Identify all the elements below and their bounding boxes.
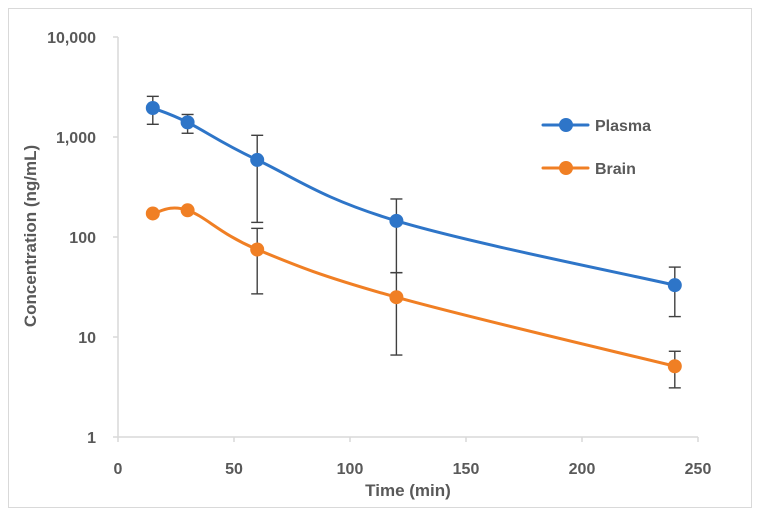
axes-layer: 0 50 100 150 200 250 1 10 100 1,000 10,000: [47, 30, 711, 478]
x-tick-label: 100: [337, 461, 364, 478]
y-tick-label: 1: [87, 430, 96, 447]
x-tick-label: 200: [569, 461, 596, 478]
plasma-data-point: [250, 152, 265, 167]
y-tick-label: 10,000: [47, 30, 96, 47]
legend-brain-label: Brain: [595, 161, 636, 178]
plasma-data-point: [180, 115, 195, 130]
y-tick-label: 10: [78, 330, 96, 347]
brain-data-point: [667, 359, 682, 374]
legend: Plasma Brain: [541, 118, 651, 178]
brain-data-point: [180, 203, 195, 218]
y-tick-label: 100: [69, 230, 96, 247]
brain-data-point: [389, 290, 404, 305]
brain-data-point: [145, 206, 160, 221]
x-axis-title: Time (min): [365, 481, 451, 500]
brain-series-line: [151, 206, 677, 368]
plot-layer: [145, 95, 682, 389]
legend-brain-marker: [559, 161, 573, 175]
plasma-data-point: [145, 100, 160, 115]
brain-data-point: [250, 242, 265, 257]
x-tick-label: 250: [685, 461, 712, 478]
plasma-data-point: [667, 278, 682, 293]
chart-frame: [8, 8, 752, 508]
legend-plasma-marker: [559, 118, 573, 132]
y-axis-title: Concentration (ng/mL): [21, 145, 40, 327]
x-tick-label: 0: [114, 461, 123, 478]
legend-plasma-label: Plasma: [595, 118, 651, 135]
y-tick-label: 1,000: [56, 130, 96, 147]
x-tick-label: 50: [225, 461, 243, 478]
x-tick-label: 150: [453, 461, 480, 478]
plasma-data-point: [389, 213, 404, 228]
